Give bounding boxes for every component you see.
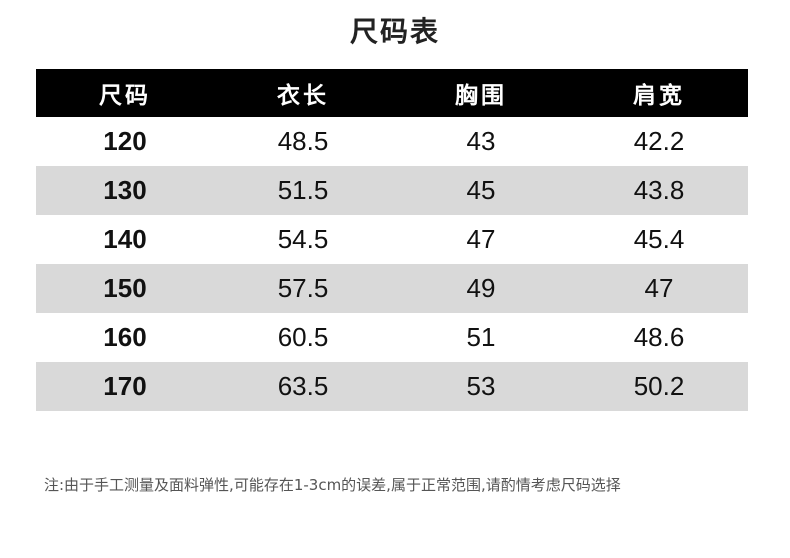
page-title: 尺码表 — [349, 15, 440, 48]
cell-shoulder: 48.6 — [633, 322, 685, 352]
cell-size: 170 — [103, 371, 147, 401]
cell-length: 54.5 — [277, 224, 329, 254]
cell-chest: 53 — [466, 371, 496, 401]
cell-size: 130 — [103, 175, 147, 205]
cell-size: 150 — [103, 273, 147, 303]
cell-chest: 49 — [466, 273, 496, 303]
table-row: 160 60.5 51 48.6 — [36, 313, 748, 362]
cell-shoulder: 47 — [644, 273, 674, 303]
cell-chest: 43 — [466, 126, 496, 156]
cell-shoulder: 50.2 — [633, 371, 685, 401]
table-header: 尺码 衣长 胸围 肩宽 — [36, 69, 748, 117]
table-row: 140 54.5 47 45.4 — [36, 215, 748, 264]
cell-shoulder: 43.8 — [633, 175, 685, 205]
cell-length: 60.5 — [277, 322, 329, 352]
header-size: 尺码 — [99, 83, 151, 109]
cell-length: 57.5 — [277, 273, 329, 303]
cell-chest: 45 — [466, 175, 496, 205]
cell-length: 63.5 — [277, 371, 329, 401]
footnote: 注:由于手工测量及面料弹性,可能存在1-3cm的误差,属于正常范围,请酌情考虑尺… — [44, 476, 621, 494]
table-row: 150 57.5 49 47 — [36, 264, 748, 313]
cell-length: 48.5 — [277, 126, 329, 156]
cell-size: 120 — [103, 126, 147, 156]
cell-chest: 51 — [466, 322, 496, 352]
table-row: 130 51.5 45 43.8 — [36, 166, 748, 215]
cell-chest: 47 — [466, 224, 496, 254]
size-table: 尺码 衣长 胸围 肩宽 120 48.5 43 42.2 130 51.5 45 43.8 14… — [36, 69, 748, 411]
header-length: 衣长 — [277, 83, 329, 109]
header-shoulder: 肩宽 — [633, 83, 685, 109]
cell-length: 51.5 — [277, 175, 329, 205]
cell-shoulder: 45.4 — [633, 224, 685, 254]
table-row: 120 48.5 43 42.2 — [36, 117, 748, 166]
cell-size: 140 — [103, 224, 147, 254]
cell-shoulder: 42.2 — [633, 126, 685, 156]
table-row: 170 63.5 53 50.2 — [36, 362, 748, 411]
header-chest: 胸围 — [455, 83, 507, 109]
cell-size: 160 — [103, 322, 147, 352]
